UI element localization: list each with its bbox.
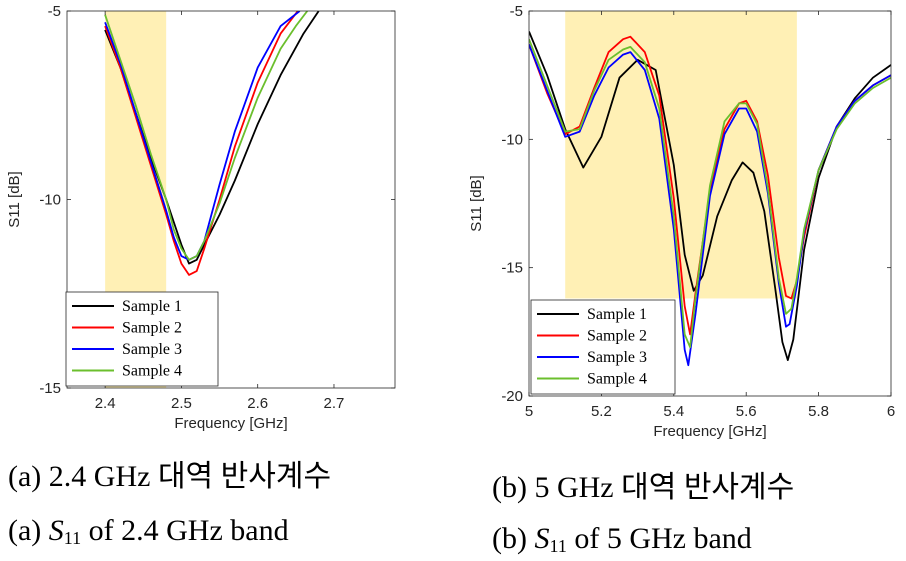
chart2-y-axis-label: S11 [dB] xyxy=(468,175,485,231)
chart2-x-tick-label: 5.8 xyxy=(808,403,829,420)
chart2-x-tick-label: 5.2 xyxy=(591,403,612,420)
caption-left-sub: 11 xyxy=(63,528,82,548)
chart2-series-line-2 xyxy=(529,35,891,336)
chart2-x-tick-label: 5.4 xyxy=(663,403,684,420)
caption-left-prefix: (a) xyxy=(8,514,49,547)
chart2-y-tick-label: -5 xyxy=(510,3,523,20)
chart2-legend-label: Sample 2 xyxy=(587,328,647,345)
chart1-x-tick-label: 2.7 xyxy=(324,395,345,412)
chart1-legend-label: Sample 1 xyxy=(122,298,182,315)
chart1-group: 2.4 2.5 2.6 2.7 -15 -10 -5 Frequency [GHz] S11 [… xyxy=(6,3,396,432)
chart2-x-tick-label: 6 xyxy=(887,403,895,420)
caption-right-english: (b) S11 of 5 GHz band xyxy=(492,522,752,556)
caption-left-korean: (a) 2.4 GHz 대역 반사계수 xyxy=(8,460,332,493)
chart1-y-axis-label: S11 [dB] xyxy=(6,171,23,227)
chart2-group: 5 5.2 5.4 5.6 5.8 6 -20 -15 -10 -5 Frequency [GHz]… xyxy=(468,3,895,440)
caption-right-prefix: (b) xyxy=(492,522,535,555)
chart1-y-tick-label: -10 xyxy=(39,192,61,209)
chart1-legend-label: Sample 3 xyxy=(122,341,182,358)
caption-right-rest: of 5 GHz band xyxy=(566,522,752,555)
chart2-x-tick-label: 5.6 xyxy=(736,403,757,420)
chart2-legend-label: Sample 1 xyxy=(587,306,647,323)
chart2-y-tick-label: -20 xyxy=(501,388,523,405)
chart1-legend-label: Sample 2 xyxy=(122,320,182,337)
chart2-series-group xyxy=(529,31,891,367)
chart2-series-line-1 xyxy=(529,31,891,362)
chart2-axes-box xyxy=(528,10,892,397)
chart1-series-group xyxy=(104,11,320,276)
caption-right-s: S xyxy=(534,522,550,555)
chart1-y-tick-label: -5 xyxy=(48,3,61,20)
caption-left-english: (a) S11 of 2.4 GHz band xyxy=(8,514,289,548)
chart2-y-tick-label: -10 xyxy=(501,131,523,148)
chart1-x-axis-label: Frequency [GHz] xyxy=(174,415,287,432)
chart1-y-tick-label: -15 xyxy=(39,380,61,397)
chart2-x-axis-label: Frequency [GHz] xyxy=(653,423,766,440)
caption-left-rest: of 2.4 GHz band xyxy=(81,514,289,547)
chart1-legend-label: Sample 4 xyxy=(122,363,182,380)
chart2-x-tick-label: 5 xyxy=(525,403,533,420)
chart2-highlight-band xyxy=(565,11,797,299)
caption-right-korean: (b) 5 GHz 대역 반사계수 xyxy=(492,471,795,504)
chart2-y-tick-label: -15 xyxy=(501,260,523,277)
caption-left-s: S xyxy=(48,514,64,547)
chart1-x-tick-label: 2.4 xyxy=(95,395,116,412)
caption-right-sub: 11 xyxy=(549,536,567,556)
chart2-legend-label: Sample 4 xyxy=(587,371,647,388)
chart2-legend-label: Sample 3 xyxy=(587,349,647,366)
chart1-x-tick-label: 2.5 xyxy=(171,395,192,412)
chart2-series-line-4 xyxy=(529,38,891,349)
chart1-series-line-2 xyxy=(104,11,299,276)
chart1-series-line-4 xyxy=(104,11,309,261)
chart1-x-tick-label: 2.6 xyxy=(247,395,268,412)
